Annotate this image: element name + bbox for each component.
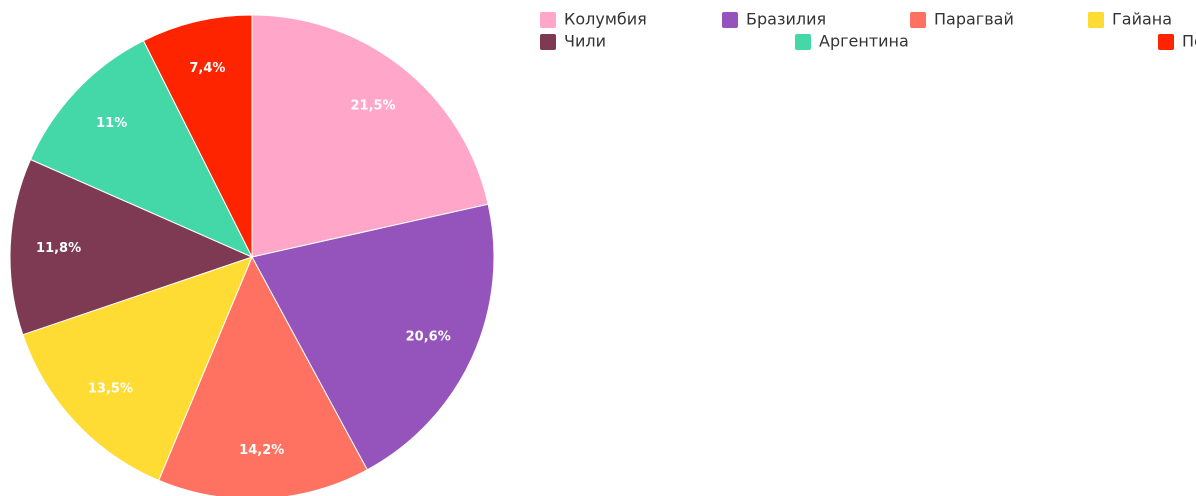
slice-label: 13,5% — [88, 382, 133, 397]
pie-slice — [251, 14, 489, 258]
legend-swatch — [1158, 34, 1174, 50]
legend-swatch — [795, 34, 811, 50]
slice-label: 7,4% — [189, 61, 225, 76]
pie-slice — [22, 256, 253, 481]
legend-label: Колумбия — [564, 10, 647, 29]
slice-label: 11% — [96, 116, 127, 131]
legend-label: Аргентина — [819, 32, 909, 51]
legend-label: Бразилия — [746, 10, 826, 29]
pie-slice — [251, 203, 495, 471]
slice-label: 21,5% — [350, 98, 395, 113]
legend-label: Гайана — [1112, 10, 1172, 29]
slice-label: 20,6% — [406, 330, 451, 345]
pie-slice — [142, 14, 253, 258]
slice-label: 11,8% — [36, 241, 81, 256]
legend-swatch — [540, 34, 556, 50]
legend-swatch — [540, 12, 556, 28]
legend-swatch — [722, 12, 738, 28]
pie-slice — [9, 158, 254, 336]
legend-swatch — [910, 12, 926, 28]
legend-label: Чили — [564, 32, 606, 51]
legend-label: Перу — [1182, 32, 1196, 51]
legend-label: Парагвай — [934, 10, 1014, 29]
legend-swatch — [1088, 12, 1104, 28]
slice-label: 14,2% — [239, 443, 284, 458]
pie-slice — [29, 40, 254, 259]
pie-slice — [158, 255, 368, 496]
